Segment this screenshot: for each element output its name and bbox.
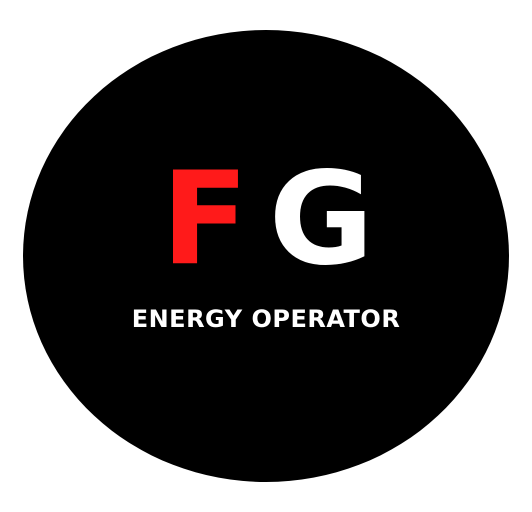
- logo-tagline: ENERGY OPERATOR: [131, 305, 401, 333]
- logo-disc: [23, 30, 509, 482]
- logo-letter-g: G: [268, 145, 374, 294]
- logo-letter-f: F: [161, 145, 249, 294]
